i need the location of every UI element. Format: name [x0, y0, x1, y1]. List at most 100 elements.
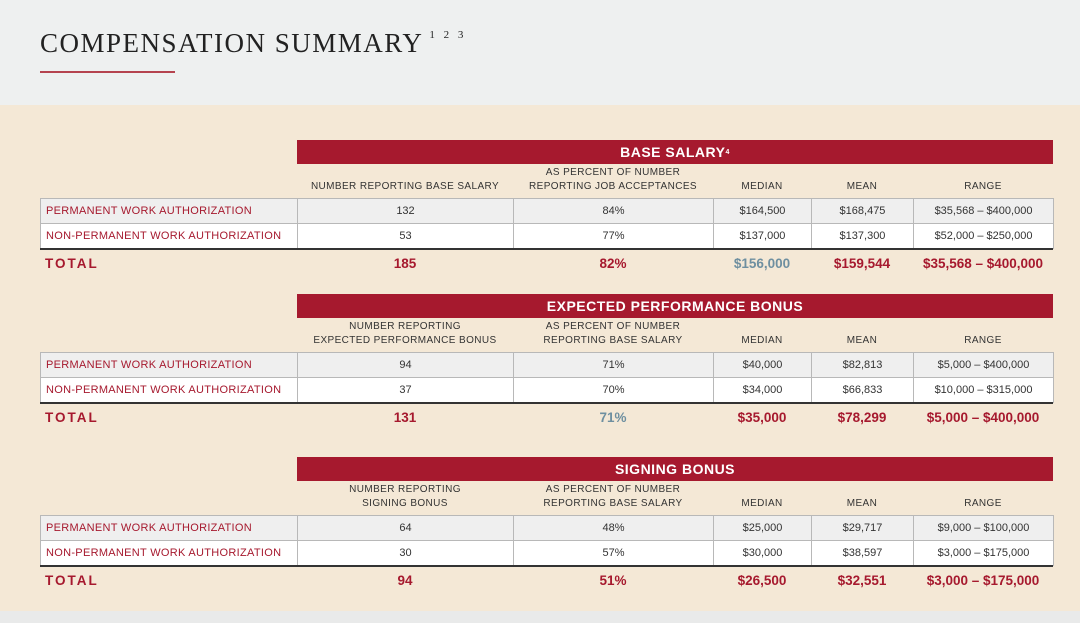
data-cell: 57% [513, 540, 714, 566]
data-cell: $5,000 – $400,000 [913, 352, 1054, 378]
column-header-line: NUMBER REPORTING BASE SALARY [310, 181, 500, 192]
header-band: COMPENSATION SUMMARY 1 2 3 [0, 0, 1080, 105]
column-header-line: AS PERCENT OF NUMBER [545, 484, 681, 495]
column-header-line: AS PERCENT OF NUMBER [545, 167, 681, 178]
column-header: AS PERCENT OF NUMBER REPORTING BASE SALAR… [513, 318, 713, 348]
column-header-line: MEAN [846, 335, 878, 346]
table-title: SIGNING BONUS [614, 461, 736, 477]
total-cell: 71% [599, 409, 627, 425]
title-text: COMPENSATION SUMMARY [40, 28, 424, 58]
column-header-line: MEAN [846, 181, 878, 192]
data-cell: 77% [513, 223, 714, 249]
table-title: BASE SALARY [620, 144, 726, 160]
total-cell: 82% [599, 255, 627, 271]
column-header-line: NUMBER REPORTING [349, 484, 461, 495]
table-title-bar: SIGNING BONUS [297, 457, 1053, 481]
column-header-line: MEDIAN [741, 335, 783, 346]
data-cell: 48% [513, 515, 714, 541]
total-cell: $32,551 [837, 572, 887, 588]
row-label: PERMANENT WORK AUTHORIZATION [40, 352, 298, 378]
data-cell: $3,000 – $175,000 [913, 540, 1054, 566]
column-header: NUMBER REPORTING SIGNING BONUS [297, 481, 513, 511]
row-label: PERMANENT WORK AUTHORIZATION [40, 198, 298, 224]
data-cell: $52,000 – $250,000 [913, 223, 1054, 249]
total-rule [40, 402, 1053, 404]
table-title-footnote: 4 [725, 148, 730, 156]
data-cell: $29,717 [811, 515, 914, 541]
data-cell: 71% [513, 352, 714, 378]
column-header: RANGE [913, 164, 1053, 194]
column-header: MEAN [811, 164, 913, 194]
column-header: MEAN [811, 481, 913, 511]
row-label: PERMANENT WORK AUTHORIZATION [40, 515, 298, 541]
data-cell: $10,000 – $315,000 [913, 377, 1054, 403]
data-cell: 53 [297, 223, 514, 249]
page-title: COMPENSATION SUMMARY 1 2 3 [40, 28, 466, 59]
column-header-line: RANGE [964, 498, 1002, 509]
total-label: TOTAL [45, 572, 99, 588]
table-title-bar: BASE SALARY 4 [297, 140, 1053, 164]
column-header-line: AS PERCENT OF NUMBER [545, 321, 681, 332]
column-header-line: REPORTING JOB ACCEPTANCES [529, 181, 697, 192]
column-header-line: SIGNING BONUS [362, 498, 448, 509]
table-title: EXPECTED PERFORMANCE BONUS [546, 298, 804, 314]
row-label: NON-PERMANENT WORK AUTHORIZATION [40, 540, 298, 566]
total-cell: 131 [393, 409, 417, 425]
total-cell: $26,500 [737, 572, 787, 588]
total-rule [40, 565, 1053, 567]
data-cell: 94 [297, 352, 514, 378]
total-cell: $3,000 – $175,000 [926, 572, 1040, 588]
table-title-bar: EXPECTED PERFORMANCE BONUS [297, 294, 1053, 318]
data-cell: $137,300 [811, 223, 914, 249]
column-header-line: MEAN [846, 498, 878, 509]
data-cell: $35,568 – $400,000 [913, 198, 1054, 224]
total-cell: $35,000 [737, 409, 787, 425]
total-rule [40, 248, 1053, 250]
title-underline [40, 71, 175, 73]
total-label: TOTAL [45, 409, 99, 425]
data-cell: 132 [297, 198, 514, 224]
column-header-line: EXPECTED PERFORMANCE BONUS [313, 335, 497, 346]
column-header: MEAN [811, 318, 913, 348]
column-header-line: MEDIAN [741, 181, 783, 192]
data-cell: 30 [297, 540, 514, 566]
data-cell: 37 [297, 377, 514, 403]
total-cell: $35,568 – $400,000 [922, 255, 1044, 271]
total-cell: 94 [397, 572, 413, 588]
data-cell: 70% [513, 377, 714, 403]
total-cell: 51% [599, 572, 627, 588]
column-header-line: REPORTING BASE SALARY [543, 335, 683, 346]
data-cell: $66,833 [811, 377, 914, 403]
data-cell: $30,000 [713, 540, 812, 566]
column-header-line: RANGE [964, 181, 1002, 192]
data-cell: 84% [513, 198, 714, 224]
row-label: NON-PERMANENT WORK AUTHORIZATION [40, 223, 298, 249]
total-cell: $78,299 [837, 409, 887, 425]
data-cell: $34,000 [713, 377, 812, 403]
total-cell: $156,000 [733, 255, 791, 271]
column-header: RANGE [913, 481, 1053, 511]
column-header-line: NUMBER REPORTING [349, 321, 461, 332]
data-cell: $82,813 [811, 352, 914, 378]
data-cell: $9,000 – $100,000 [913, 515, 1054, 541]
column-header: RANGE [913, 318, 1053, 348]
column-header-line: MEDIAN [741, 498, 783, 509]
total-cell: 185 [393, 255, 417, 271]
column-header: MEDIAN [713, 481, 811, 511]
column-header-line: REPORTING BASE SALARY [543, 498, 683, 509]
data-cell: $168,475 [811, 198, 914, 224]
data-cell: $25,000 [713, 515, 812, 541]
data-cell: $164,500 [713, 198, 812, 224]
column-header: AS PERCENT OF NUMBER REPORTING JOB ACCEPT… [513, 164, 713, 194]
data-cell: 64 [297, 515, 514, 541]
total-cell: $159,544 [833, 255, 891, 271]
column-header: MEDIAN [713, 164, 811, 194]
total-cell: $5,000 – $400,000 [926, 409, 1040, 425]
column-header: NUMBER REPORTING BASE SALARY [297, 164, 513, 194]
column-header: NUMBER REPORTING EXPECTED PERFORMANCE BON… [297, 318, 513, 348]
column-header: MEDIAN [713, 318, 811, 348]
row-label: NON-PERMANENT WORK AUTHORIZATION [40, 377, 298, 403]
column-header: AS PERCENT OF NUMBER REPORTING BASE SALAR… [513, 481, 713, 511]
data-cell: $40,000 [713, 352, 812, 378]
